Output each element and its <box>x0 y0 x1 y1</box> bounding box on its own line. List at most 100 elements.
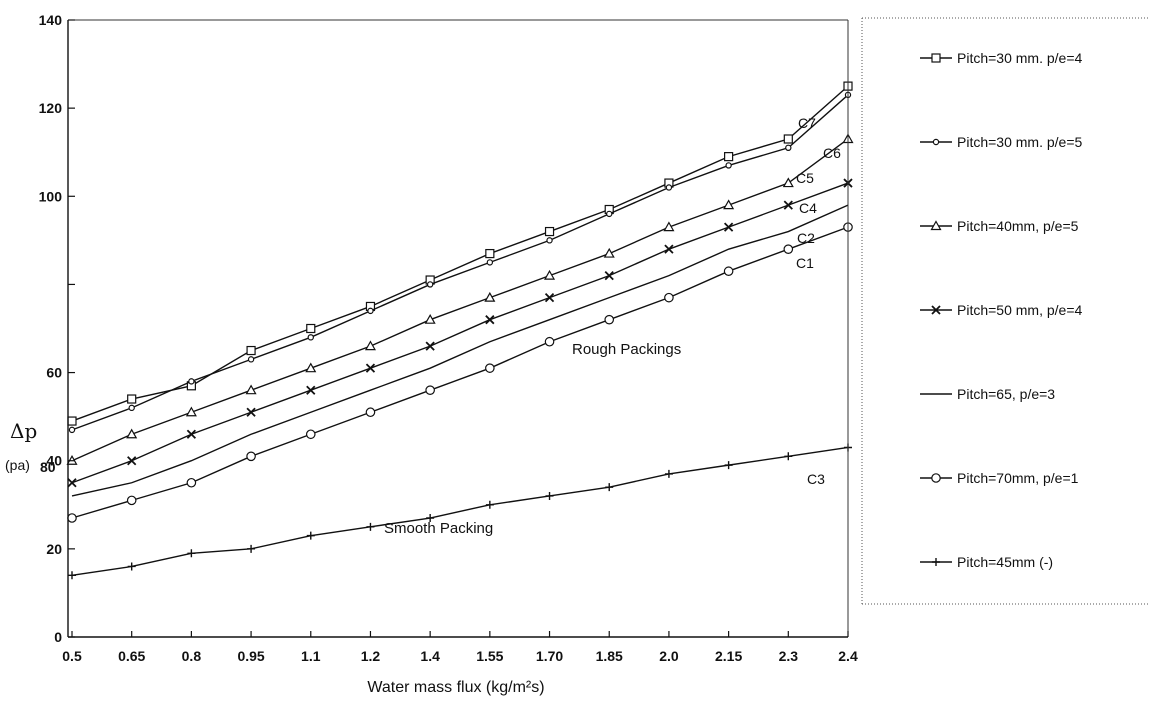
data-point <box>246 451 256 462</box>
data-point <box>306 323 316 334</box>
data-point <box>725 162 732 169</box>
data-point <box>247 356 255 363</box>
legend-label: Pitch=30 mm. p/e=5 <box>957 134 1083 150</box>
data-point <box>425 341 435 351</box>
curve-label-c1: C1 <box>796 255 814 271</box>
x-tick-label: 1.1 <box>301 648 321 664</box>
data-point <box>603 247 615 258</box>
data-point <box>723 199 735 210</box>
data-point <box>485 315 495 325</box>
series-line <box>71 85 849 422</box>
data-point <box>246 407 256 417</box>
data-point <box>186 429 197 439</box>
x-tick-label: 2.3 <box>779 648 799 664</box>
x-tick-label: 1.85 <box>596 648 623 664</box>
data-point <box>67 416 77 426</box>
x-tick-label: 1.55 <box>476 648 503 664</box>
legend-label: Pitch=40mm, p/e=5 <box>957 218 1079 234</box>
data-point <box>425 385 435 395</box>
data-point <box>364 340 376 351</box>
legend-label: Pitch=70mm, p/e=1 <box>957 470 1079 486</box>
y-tick-label: 60 <box>46 365 62 381</box>
data-point <box>306 385 316 395</box>
data-point <box>306 531 315 540</box>
x-tick-label: 2.15 <box>715 648 742 664</box>
curve-label-c7: C7 <box>798 115 816 131</box>
data-point <box>544 269 556 280</box>
legend-entry: Pitch=30 mm. p/e=5 <box>920 134 1083 150</box>
series-line <box>71 204 849 497</box>
x-tick-label: 2.0 <box>659 648 679 664</box>
axes: 0 20 40 60 100 120 140 80 0.5 0.65 0.8 0.95 1.1 1.2 1.… <box>39 12 858 664</box>
y-tick-label: 120 <box>39 100 63 116</box>
x-tick-label: 0.65 <box>118 648 145 664</box>
y-tick-label: 20 <box>46 541 62 557</box>
data-point <box>545 491 554 500</box>
legend-label: Pitch=45mm (-) <box>957 554 1053 570</box>
legend-label: Pitch=50 mm, p/e=4 <box>957 302 1083 318</box>
data-point <box>188 378 195 385</box>
data-point <box>68 571 76 580</box>
data-point <box>723 222 734 232</box>
series-line <box>71 94 849 431</box>
data-point <box>67 478 77 488</box>
data-point <box>783 244 794 254</box>
annotation-smooth-packing: Smooth Packing <box>384 520 493 537</box>
data-point <box>127 562 136 571</box>
y-axis-label: Δp <box>10 419 37 443</box>
data-point <box>664 292 674 303</box>
data-point <box>365 363 376 373</box>
y-tick-label: 100 <box>39 188 63 204</box>
y-tick-label: 40 <box>46 453 62 469</box>
curve-label-c6: C6 <box>823 145 841 161</box>
data-point <box>365 407 376 418</box>
data-point <box>663 221 675 232</box>
legend-entry: Pitch=65, p/e=3 <box>920 386 1055 402</box>
data-point <box>126 428 138 439</box>
data-point <box>486 259 494 266</box>
x-tick-label: 1.4 <box>420 648 440 664</box>
data-point <box>367 307 374 315</box>
data-point <box>127 394 137 404</box>
series-line <box>71 226 849 519</box>
series-c3: C3 <box>68 443 852 580</box>
series-line <box>71 182 849 484</box>
y-tick-label: 140 <box>39 12 63 28</box>
y-tick-label: 0 <box>54 629 62 645</box>
data-point <box>247 544 256 553</box>
curve-label-c5: C5 <box>796 170 814 186</box>
data-point <box>128 404 135 412</box>
series-c5: C5 <box>66 133 854 465</box>
data-point <box>426 281 434 288</box>
data-point <box>604 270 614 281</box>
data-point <box>604 314 615 325</box>
data-point <box>931 53 941 63</box>
series-c1: C1 <box>67 222 853 523</box>
legend-label: Pitch=30 mm. p/e=4 <box>957 50 1083 66</box>
chart-labels: Δp (pa) Water mass flux (kg/m²s) Rough P… <box>5 341 681 696</box>
data-point <box>930 220 942 231</box>
curve-label-c3: C3 <box>807 471 825 487</box>
data-point <box>932 558 940 566</box>
y-axis-unit: (pa) <box>5 457 30 473</box>
x-tick-label: 1.70 <box>536 648 563 664</box>
data-point <box>305 429 316 440</box>
plot-area: C7 C6 C5 C4 C2 C1 C3 <box>66 81 854 580</box>
data-point <box>665 184 673 191</box>
data-point <box>783 200 793 210</box>
data-point <box>426 514 435 523</box>
data-point <box>485 248 495 259</box>
data-point <box>424 313 436 324</box>
legend-label: Pitch=65, p/e=3 <box>957 386 1055 402</box>
data-point <box>544 226 555 237</box>
data-point <box>606 210 613 218</box>
data-point <box>931 305 941 315</box>
data-point <box>724 461 733 470</box>
data-point <box>484 291 496 302</box>
series-line <box>71 138 849 462</box>
data-point <box>67 513 77 523</box>
curve-label-c4: C4 <box>799 200 817 216</box>
data-point <box>245 384 257 395</box>
data-point <box>664 244 674 254</box>
